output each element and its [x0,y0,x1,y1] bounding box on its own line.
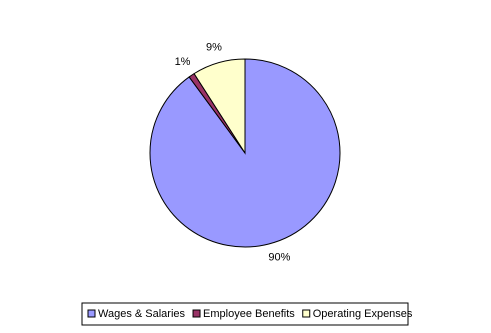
legend-label: Employee Benefits [203,308,295,320]
legend-label: Operating Expenses [313,308,413,320]
value-label: 90% [268,252,290,264]
value-label: 1% [175,56,191,68]
value-label: 9% [206,41,222,53]
legend-swatch [87,309,96,318]
legend-box [81,302,409,326]
pie-slice [193,58,246,155]
legend-swatch [302,309,311,318]
legend-label: Wages & Salaries [98,308,186,320]
legend-swatch [192,309,201,318]
